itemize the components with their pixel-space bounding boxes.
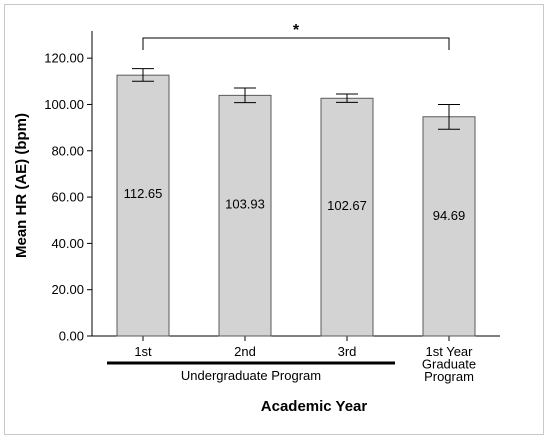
x-tick-label: Graduate [422, 357, 476, 372]
data-label: 94.69 [433, 208, 466, 223]
bars [116, 68, 476, 337]
bar [320, 97, 374, 337]
x-tick-label: 3rd [338, 344, 357, 359]
significance-label: * [293, 22, 300, 39]
y-tick-label: 20.00 [51, 282, 84, 297]
labels: 112.65 1st 103.93 2nd 102.67 3rd 94.69 1st Year… [124, 186, 477, 384]
axes: 0.00 20.00 40.00 60.00 80.00 100.00 120.00 [44, 31, 500, 365]
x-tick-label: 2nd [234, 344, 256, 359]
significance-bracket [142, 37, 450, 50]
y-tick-label: 0.00 [59, 329, 84, 344]
x-axis-label: Academic Year [261, 398, 368, 415]
y-tick-label: 120.00 [44, 51, 84, 66]
bar [422, 116, 476, 337]
x-tick-label: Program [424, 369, 474, 384]
data-label: 112.65 [124, 186, 163, 201]
x-tick-label: 1st Year [426, 344, 474, 359]
bar [218, 94, 272, 337]
bar [116, 74, 170, 337]
y-tick-label: 60.00 [51, 190, 84, 205]
data-label: 103.93 [225, 196, 265, 211]
y-tick-label: 80.00 [51, 143, 84, 158]
data-label: 102.67 [327, 198, 367, 213]
y-axis-label: Mean HR (AE) (bpm) [13, 113, 30, 258]
x-tick-label: 1st [134, 344, 152, 359]
y-tick-label: 40.00 [51, 236, 84, 251]
group-label: Undergraduate Program [181, 368, 321, 383]
y-tick-label: 100.00 [44, 97, 84, 112]
